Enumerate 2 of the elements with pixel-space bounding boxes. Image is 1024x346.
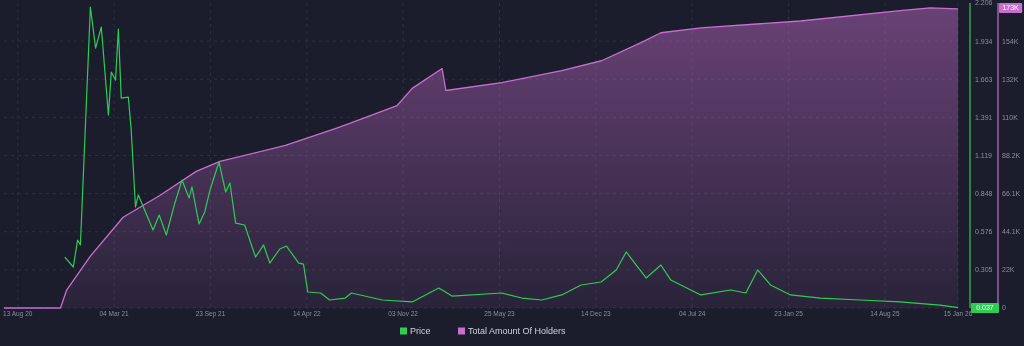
legend-label: Total Amount Of Holders	[468, 326, 567, 337]
legend-label: Price	[410, 326, 431, 337]
